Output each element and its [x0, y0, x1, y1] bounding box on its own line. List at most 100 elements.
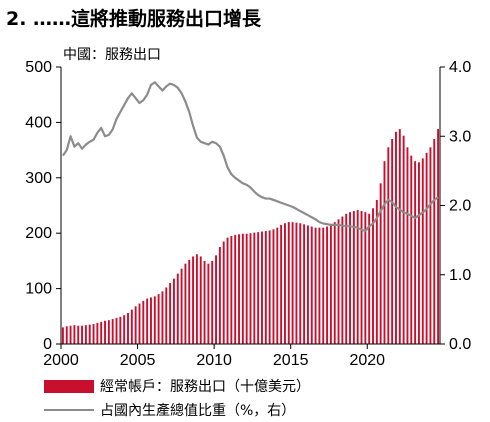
- bar: [368, 213, 371, 344]
- legend-bar-swatch: [44, 379, 94, 393]
- bar: [429, 147, 432, 344]
- bar: [65, 326, 68, 344]
- bar: [402, 135, 405, 344]
- bar: [417, 162, 420, 344]
- bar: [352, 211, 355, 344]
- bar: [130, 309, 133, 344]
- bar: [395, 131, 397, 344]
- bar: [165, 287, 168, 344]
- bar: [218, 247, 221, 344]
- chart-svg: 0 100 200 300 400 500 0.0 1.0 2.0 3.0 4.0 2000 2005 2…: [25, 59, 471, 369]
- bar: [433, 139, 436, 344]
- bar: [77, 325, 80, 344]
- bar: [306, 225, 309, 344]
- left-tick-label: 0: [43, 336, 52, 353]
- bar: [195, 254, 198, 344]
- bar: [425, 152, 428, 344]
- bar: [146, 298, 149, 344]
- x-tick-label: 2015: [273, 352, 309, 369]
- bar: [322, 227, 325, 344]
- bar: [69, 325, 72, 344]
- bar: [199, 256, 202, 344]
- bar: [188, 259, 191, 344]
- legend-line-swatch: [44, 409, 94, 411]
- bar: [264, 230, 267, 344]
- bar: [215, 255, 217, 344]
- bar: [299, 223, 302, 344]
- bar: [100, 321, 103, 344]
- bar: [326, 226, 329, 344]
- bar: [222, 241, 225, 344]
- bar: [437, 129, 440, 344]
- bar: [333, 222, 336, 344]
- bar: [383, 161, 386, 344]
- bar: [410, 155, 413, 344]
- bar: [364, 212, 367, 344]
- bar: [119, 316, 122, 344]
- bar: [142, 300, 145, 344]
- bar: [84, 325, 87, 344]
- right-tick-label: 4.0: [449, 59, 471, 76]
- bar: [310, 226, 313, 344]
- bar-series: [61, 129, 440, 344]
- bar: [345, 213, 348, 344]
- left-tick-label: 300: [25, 170, 52, 187]
- bar: [253, 232, 256, 344]
- bar: [391, 139, 394, 344]
- bar: [104, 320, 106, 344]
- bar: [295, 222, 298, 344]
- bar: [81, 325, 84, 344]
- bar: [172, 278, 175, 344]
- bar: [372, 208, 374, 344]
- bar: [349, 212, 351, 344]
- page-heading: 2. ……這將推動服務出口增長: [6, 8, 262, 30]
- bar: [238, 234, 240, 344]
- bar: [387, 147, 390, 344]
- bar: [107, 320, 110, 344]
- bar: [73, 325, 76, 344]
- legend-bar-label: 經常帳戶：服務出口（十億美元）: [100, 379, 310, 395]
- bar: [61, 327, 64, 344]
- bar: [318, 227, 321, 344]
- gdp-share-line: [62, 81, 439, 233]
- right-tick-label: 1.0: [449, 267, 471, 284]
- x-tick-label: 2000: [43, 352, 79, 369]
- bar: [257, 232, 260, 344]
- bar: [192, 256, 195, 344]
- bar: [138, 303, 141, 344]
- bar: [314, 227, 317, 344]
- axes: 0 100 200 300 400 500 0.0 1.0 2.0 3.0 4.0 2000 2005 2…: [25, 59, 471, 369]
- bar: [406, 147, 409, 344]
- bar: [398, 129, 401, 344]
- bar: [272, 229, 275, 344]
- bar: [379, 183, 382, 344]
- bar: [421, 158, 424, 344]
- bar: [150, 297, 152, 344]
- bar: [211, 260, 214, 344]
- right-tick-label: 3.0: [449, 128, 471, 145]
- bar: [207, 263, 210, 344]
- left-tick-label: 400: [25, 114, 52, 131]
- bar: [176, 273, 179, 344]
- bar: [92, 324, 95, 344]
- chart-subtitle: 中國：服務出口: [63, 47, 161, 63]
- bar: [268, 230, 271, 344]
- bar: [303, 224, 306, 344]
- bar: [291, 222, 294, 344]
- bar: [157, 294, 160, 344]
- bar: [203, 260, 206, 344]
- legend-line-label: 占國內生產總值比重（%，右）: [100, 403, 296, 419]
- bar: [234, 234, 237, 344]
- x-tick-label: 2010: [196, 352, 232, 369]
- bar: [375, 199, 378, 344]
- left-tick-label: 100: [25, 281, 52, 298]
- bar: [226, 237, 229, 344]
- legend-item-bars: 經常帳戶：服務出口（十億美元）: [44, 376, 310, 396]
- bar: [414, 161, 417, 344]
- bar: [287, 222, 290, 344]
- bar: [153, 296, 156, 344]
- bar: [337, 219, 340, 344]
- bar: [360, 211, 363, 344]
- bar: [123, 315, 126, 344]
